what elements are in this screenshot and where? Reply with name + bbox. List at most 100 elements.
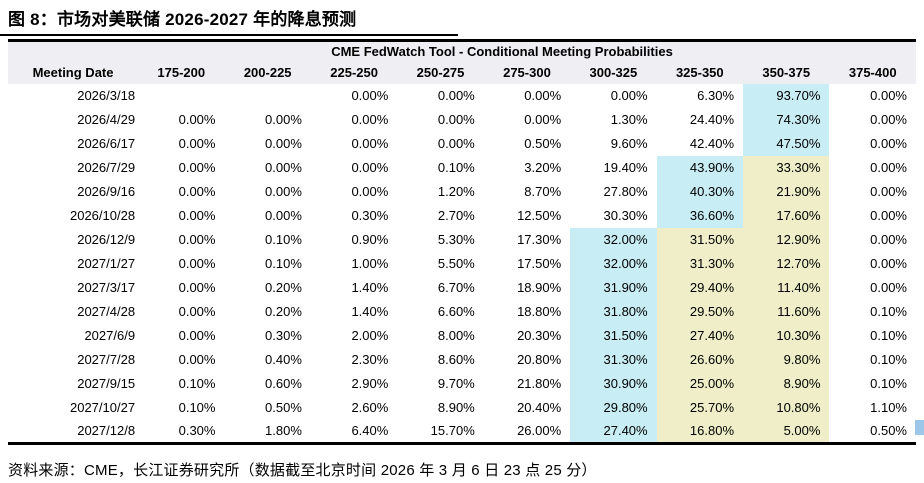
- probability-cell: 0.00%: [265, 112, 302, 127]
- probability-cell: 27.80%: [603, 184, 648, 199]
- probability-cell: 9.80%: [743, 347, 830, 372]
- meeting-date-cell: 2026/12/9: [77, 232, 136, 247]
- probability-cell: 2.00%: [351, 328, 389, 343]
- probability-cell: 5.00%: [743, 419, 830, 444]
- meeting-date-cell: 2027/4/28: [77, 304, 136, 319]
- probability-cell: 0.00%: [265, 184, 302, 199]
- table-row: 2027/7/28 0.00% 0.40% 2.30% 8.60% 20.80% 31.30…: [8, 347, 916, 372]
- table-row: 2027/3/17 0.00% 0.20% 1.40% 6.70% 18.90% 31.90…: [8, 275, 916, 300]
- source-note: 资料来源：CME，长江证券研究所（数据截至北京时间 2026 年 3 月 6 日…: [8, 462, 597, 479]
- probability-cell: 0.00%: [524, 112, 562, 127]
- probability-cell: 0.20%: [265, 280, 302, 295]
- probability-cell: 0.00%: [178, 208, 216, 223]
- probability-cell: 0.00%: [178, 280, 216, 295]
- probability-cell: 0.00%: [265, 208, 302, 223]
- title-underline: [0, 34, 458, 36]
- probability-cell: 18.80%: [517, 304, 562, 319]
- probability-cell: 40.30%: [656, 179, 744, 204]
- probability-cell: 0.00%: [178, 328, 216, 343]
- column-header-325-350: 325-350: [675, 65, 724, 80]
- probability-cell: 1.10%: [870, 400, 907, 415]
- table-caption: CME FedWatch Tool - Conditional Meeting …: [331, 44, 673, 60]
- probability-cell: 18.90%: [517, 280, 562, 295]
- probability-cell: 0.00%: [870, 136, 907, 151]
- table-row: 2027/9/15 0.10% 0.60% 2.90% 9.70% 21.80% 30.90…: [8, 371, 916, 396]
- probability-cell: 43.90%: [656, 155, 744, 180]
- table-row: 2027/4/28 0.00% 0.20% 1.40% 6.60% 18.80% 31.80…: [8, 299, 916, 324]
- probability-cell: 1.00%: [351, 256, 389, 271]
- probability-cell: 0.00%: [178, 304, 216, 319]
- meeting-date-cell: 2026/7/29: [77, 160, 136, 175]
- probability-cell: 0.90%: [351, 232, 389, 247]
- probability-cell: 3.20%: [524, 160, 562, 175]
- probability-cell: 24.40%: [689, 112, 735, 127]
- probability-cell: 17.30%: [517, 232, 562, 247]
- probability-cell: 0.20%: [265, 304, 302, 319]
- probability-cell: 0.10%: [870, 328, 907, 343]
- probability-cell: 2.60%: [351, 400, 389, 415]
- probability-cell: 20.30%: [517, 328, 562, 343]
- column-header-175-200: 175-200: [157, 65, 206, 80]
- probability-cell: 15.70%: [430, 423, 475, 439]
- probability-cell: 32.00%: [570, 251, 657, 276]
- probability-cell: 29.80%: [570, 395, 657, 420]
- table-row: 2026/4/29 0.00% 0.00% 0.00% 0.00% 0.00% 1.30% 2…: [8, 107, 916, 132]
- probability-cell: 26.00%: [517, 423, 562, 439]
- probability-cell: 32.00%: [570, 227, 657, 252]
- probability-cell: 0.00%: [178, 232, 216, 247]
- probability-cell: 25.70%: [656, 395, 744, 420]
- meeting-date-cell: 2026/10/28: [69, 208, 136, 223]
- meeting-date-cell: 2026/9/16: [77, 184, 136, 199]
- probability-cell: 25.00%: [656, 371, 744, 396]
- probability-cell: 8.60%: [437, 352, 475, 367]
- probability-cell: 0.10%: [870, 304, 907, 319]
- probability-cell: [138, 84, 224, 108]
- probability-cell: 0.40%: [265, 352, 302, 367]
- probability-cell: 2.30%: [351, 352, 389, 367]
- probability-cell: 5.30%: [437, 232, 475, 247]
- probability-cell: 8.70%: [524, 184, 562, 199]
- probability-cell: 0.00%: [870, 256, 907, 271]
- probability-cell: 11.60%: [743, 299, 830, 324]
- probability-cell: 0.10%: [870, 376, 907, 391]
- probability-cell: 47.50%: [743, 131, 830, 156]
- probability-cell: 0.00%: [178, 136, 216, 151]
- probability-cell: 0.00%: [351, 112, 389, 127]
- probability-cell: 0.00%: [265, 160, 302, 175]
- table-row: 2026/3/18 0.00% 0.00% 0.00% 0.00% 6.30% 93.70%…: [8, 83, 916, 108]
- probability-cell: 26.60%: [656, 347, 744, 372]
- probability-cell: 9.60%: [610, 136, 648, 151]
- probability-cell: 6.70%: [437, 280, 475, 295]
- probability-cell: 0.00%: [437, 88, 475, 103]
- column-header-275-300: 275-300: [503, 65, 551, 80]
- probability-cell: 31.50%: [570, 323, 657, 348]
- column-header-250-275: 250-275: [416, 65, 465, 80]
- meeting-date-cell: 2027/9/15: [77, 376, 136, 391]
- probability-cell: 27.40%: [656, 323, 744, 348]
- probability-cell: [224, 84, 310, 108]
- table-row: 2027/12/8 0.30% 1.80% 6.40% 15.70% 26.00% 27.4…: [8, 419, 916, 444]
- probability-cell: 30.90%: [570, 371, 657, 396]
- probability-cell: 0.10%: [870, 352, 907, 367]
- probability-cell: 0.30%: [265, 328, 302, 343]
- probability-cell: 21.90%: [743, 179, 830, 204]
- meeting-date-cell: 2027/6/9: [84, 328, 136, 343]
- probability-cell: 21.80%: [517, 376, 562, 391]
- probability-cell: 1.20%: [437, 184, 475, 199]
- table-row: 2027/10/27 0.10% 0.50% 2.60% 8.90% 20.40% 29.8…: [8, 395, 916, 420]
- table-column-header-row: Meeting Date 175-200 200-225 225-250 250-275…: [8, 61, 916, 84]
- probability-cell: 0.00%: [437, 136, 475, 151]
- probability-cell: 33.30%: [743, 155, 830, 180]
- figure-title: 图 8：市场对美联储 2026-2027 年的降息预测: [8, 10, 357, 29]
- meeting-date-cell: 2027/12/8: [77, 423, 136, 439]
- column-header-225-250: 225-250: [330, 65, 378, 80]
- probability-cell: 10.30%: [743, 323, 830, 348]
- probability-cell: 19.40%: [603, 160, 648, 175]
- probability-cell: 0.00%: [870, 112, 907, 127]
- probability-cell: 0.00%: [351, 184, 389, 199]
- probability-cell: 1.40%: [351, 304, 389, 319]
- probability-cell: 0.60%: [265, 376, 302, 391]
- meeting-date-cell: 2026/3/18: [77, 88, 136, 103]
- meeting-date-cell: 2026/6/17: [77, 136, 136, 151]
- probability-cell: 6.30%: [697, 88, 735, 103]
